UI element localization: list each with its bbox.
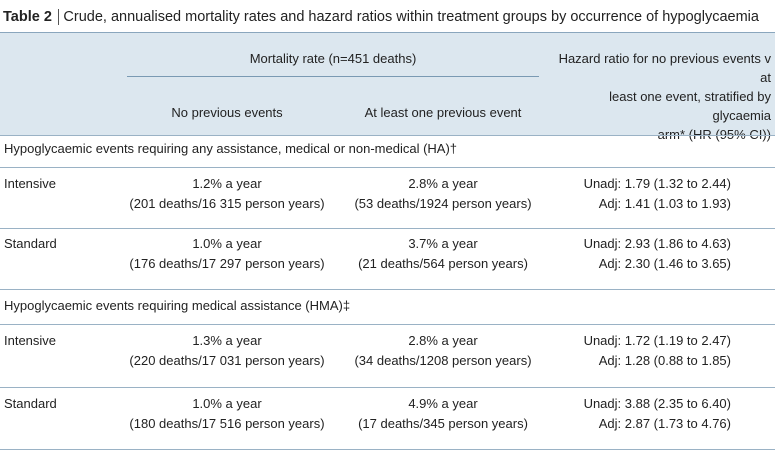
table-number: Table 2 [3,9,52,25]
mortality-group-header: Mortality rate (n=451 deaths) [249,51,417,66]
rate-detail: (201 deaths/16 315 person years) [129,196,325,211]
rate-value: 3.7% a year [408,236,478,251]
no-previous-cell: 1.0% a year (180 deaths/17 516 person ye… [127,394,327,434]
hr-unadjusted: Unadj: 2.93 (1.86 to 4.63) [583,236,731,251]
previous-cell: 3.7% a year (21 deaths/564 person years) [347,234,539,274]
rate-detail: (21 deaths/564 person years) [358,256,528,271]
rate-detail: (53 deaths/1924 person years) [354,196,532,211]
hr-unadjusted: Unadj: 1.79 (1.32 to 2.44) [583,176,731,191]
row-rule [0,289,775,290]
hazard-cell: Unadj: 1.79 (1.32 to 2.44) Adj: 1.41 (1.… [548,174,731,214]
row-group-label: Standard [4,236,57,251]
hr-unadjusted: Unadj: 3.88 (2.35 to 6.40) [583,396,731,411]
hazard-header-line-2: least one event, stratified by glycaemia [609,89,771,123]
hazard-cell: Unadj: 3.88 (2.35 to 6.40) Adj: 2.87 (1.… [548,394,731,434]
col-header-hazard: Hazard ratio for no previous events v at… [548,49,775,144]
hazard-header-line-1: Hazard ratio for no previous events v at [558,51,771,85]
rate-value: 4.9% a year [408,396,478,411]
section-rule [0,324,775,325]
hr-adjusted: Adj: 1.41 (1.03 to 1.93) [598,196,731,211]
table-caption: Table 2 Crude, annualised mortality rate… [3,6,773,28]
row-group-label: Intensive [4,333,57,348]
hr-adjusted: Adj: 1.28 (0.88 to 1.85) [598,353,731,368]
rate-detail: (220 deaths/17 031 person years) [129,353,325,368]
previous-cell: 4.9% a year (17 deaths/345 person years) [347,394,539,434]
col-header-at-least-one: At least one previous event [364,105,522,120]
row-rule [0,228,775,229]
col-header-no-previous: No previous events [171,105,283,120]
no-previous-cell: 1.2% a year (201 deaths/16 315 person ye… [127,174,327,214]
hr-adjusted: Adj: 2.30 (1.46 to 3.65) [598,256,731,271]
rate-value: 1.2% a year [192,176,262,191]
hr-adjusted: Adj: 2.87 (1.73 to 4.76) [598,416,731,431]
rate-detail: (17 deaths/345 person years) [358,416,528,431]
rate-detail: (34 deaths/1208 person years) [354,353,532,368]
rate-detail: (180 deaths/17 516 person years) [129,416,325,431]
rate-value: 2.8% a year [408,333,478,348]
hazard-cell: Unadj: 1.72 (1.19 to 2.47) Adj: 1.28 (0.… [548,331,731,371]
row-group-label: Intensive [4,176,57,191]
row-rule [0,387,775,388]
hazard-cell: Unadj: 2.93 (1.86 to 4.63) Adj: 2.30 (1.… [548,234,731,274]
no-previous-cell: 1.3% a year (220 deaths/17 031 person ye… [127,331,327,371]
row-group-label: Standard [4,396,57,411]
hr-unadjusted: Unadj: 1.72 (1.19 to 2.47) [583,333,731,348]
rate-value: 1.0% a year [192,396,262,411]
mortality-group-rule [127,76,539,77]
table-bottom-rule [0,449,775,450]
hazard-header-line-3: arm* (HR (95% CI)) [657,127,771,142]
table-header [0,32,775,136]
header-bottom-rule [0,135,775,136]
rate-value: 1.3% a year [192,333,262,348]
no-previous-cell: 1.0% a year (176 deaths/17 297 person ye… [127,234,327,274]
section-title-ha: Hypoglycaemic events requiring any assis… [4,141,458,156]
table-title: Crude, annualised mortality rates and ha… [63,9,759,25]
previous-cell: 2.8% a year (34 deaths/1208 person years… [347,331,539,371]
rate-value: 2.8% a year [408,176,478,191]
rate-detail: (176 deaths/17 297 person years) [129,256,325,271]
rate-value: 1.0% a year [192,236,262,251]
section-title-hma: Hypoglycaemic events requiring medical a… [4,298,351,313]
caption-separator [57,9,60,25]
previous-cell: 2.8% a year (53 deaths/1924 person years… [347,174,539,214]
section-rule [0,167,775,168]
